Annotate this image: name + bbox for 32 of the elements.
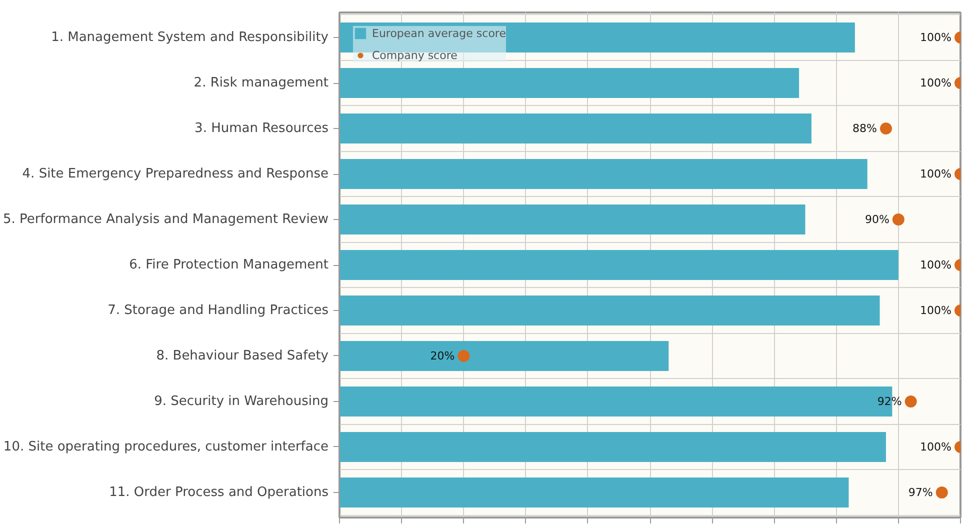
y-tick-label: 5. Performance Analysis and Management Review <box>3 212 329 228</box>
y-tick-label: 10. Site operating procedures, customer interface <box>3 439 329 454</box>
bar <box>340 250 898 280</box>
bar <box>340 340 669 372</box>
bar <box>340 204 806 235</box>
bar <box>340 432 886 462</box>
data-label: 100% <box>920 76 952 90</box>
y-tick-label: 11. Order Process and Operations <box>109 484 329 500</box>
bar <box>340 114 812 144</box>
data-label: 100% <box>920 168 952 181</box>
data-label: 88% <box>852 122 877 136</box>
y-tick-label: 8. Behaviour Based Safety <box>156 348 329 364</box>
bar <box>340 158 868 190</box>
bar <box>340 68 800 98</box>
data-label: 20% <box>430 349 455 362</box>
legend-label: Company score <box>372 48 458 62</box>
data-label: 90% <box>864 213 890 226</box>
data-label: 100% <box>920 31 952 44</box>
y-tick-label: 1. Management System and Responsibility <box>51 30 329 46</box>
data-label: 100% <box>920 304 952 317</box>
bar <box>340 477 849 508</box>
data-label: 100% <box>920 440 952 454</box>
y-tick-label: 6. Fire Protection Management <box>129 258 328 272</box>
data-label: 100% <box>920 258 952 272</box>
bar <box>340 295 880 326</box>
y-tick-label: 4. Site Emergency Preparedness and Response <box>22 166 328 182</box>
legend-label: European average score <box>372 26 506 40</box>
y-tick-label: 9. Security in Warehousing <box>154 394 328 409</box>
data-label: 97% <box>908 486 933 499</box>
y-tick-label: 3. Human Resources <box>194 121 329 136</box>
y-tick-label: 7. Storage and Handling Practices <box>108 302 329 318</box>
y-tick-label: 2. Risk management <box>194 76 329 91</box>
